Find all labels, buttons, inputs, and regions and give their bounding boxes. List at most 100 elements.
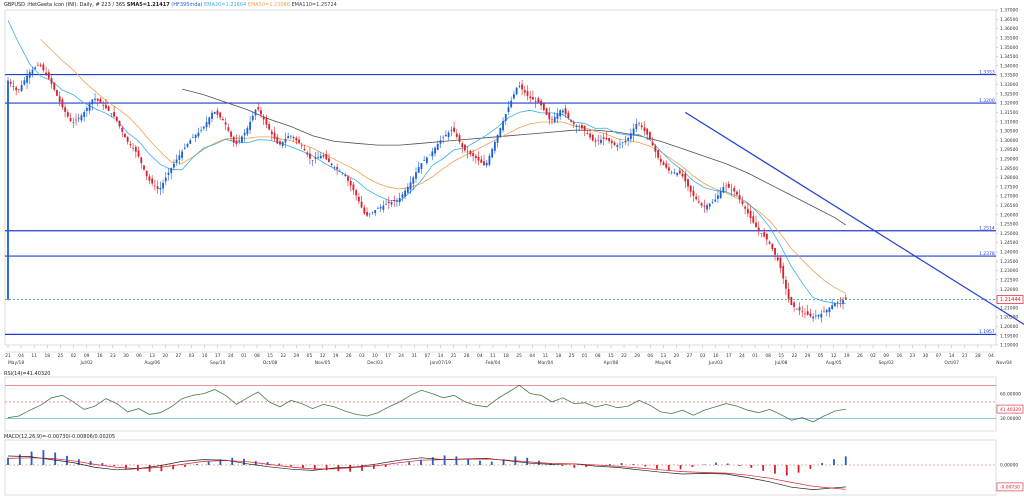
candle-body [58, 96, 61, 102]
candle-body [189, 140, 192, 144]
level-label: 1.2378 [979, 251, 995, 257]
price-tick-label: 1.33500 [1000, 73, 1018, 79]
candle-body [785, 279, 787, 289]
candle-body [518, 86, 521, 87]
candle-body [638, 123, 640, 124]
date-tick-label: 12 [831, 353, 837, 359]
candle-body [662, 162, 665, 165]
candle-body [7, 80, 9, 300]
candle-body [670, 172, 673, 173]
trendline[interactable] [684, 111, 1024, 347]
candle-body [491, 148, 494, 158]
candle-body [714, 199, 717, 202]
candle-body [782, 265, 785, 279]
month-label: Jun/03 [708, 360, 723, 366]
level-label: 1.3200 [979, 98, 995, 104]
candle-body [676, 173, 679, 176]
date-tick-label: 24 [739, 353, 745, 359]
candle-body [287, 136, 290, 139]
candle-body [110, 113, 113, 114]
candle-body [85, 107, 88, 111]
candle-body [137, 150, 140, 157]
macd-histogram-bar [738, 465, 741, 466]
candle-body [442, 137, 445, 138]
macd-histogram-bar [30, 451, 33, 465]
price-tick-label: 1.23500 [1000, 259, 1018, 265]
candle-body [311, 160, 314, 161]
price-tick-label: 1.22500 [1000, 277, 1018, 283]
month-label: Jul/08 [774, 360, 788, 366]
date-tick-label: 21 [451, 353, 457, 359]
horizontal-levels[interactable]: 1.3353 1.3200 1.2514 1.2378 1.1957 [5, 69, 996, 335]
candle-body [499, 127, 502, 137]
candle-body [47, 72, 50, 79]
ema20-line [7, 20, 846, 304]
price-tick-label: 1.25000 [1000, 231, 1018, 237]
price-tick-label: 1.36000 [1000, 26, 1018, 32]
candle-body [733, 187, 736, 192]
price-tick-label: 1.29000 [1000, 156, 1018, 162]
macd-signal-line [7, 457, 846, 490]
date-tick-label: 30 [123, 353, 129, 359]
month-label: Sep/10 [210, 360, 226, 366]
macd-pane-header: MACD(12,26,9)=-0.00730/-0.00806/0.00205 [4, 434, 116, 440]
moving-average-lines [7, 20, 847, 304]
candle-body [605, 137, 608, 140]
date-tick-label: 29 [294, 353, 300, 359]
candle-body [412, 177, 415, 184]
candle-body [333, 167, 336, 168]
candle-body [330, 163, 333, 165]
candle-body [540, 100, 543, 106]
candle-body [817, 314, 820, 317]
candle-body [273, 132, 276, 139]
macd-histogram-bar [195, 464, 198, 465]
candle-body [295, 137, 298, 141]
date-tick-label: 17 [215, 353, 221, 359]
ema50-label: EMA50=1.23086 [247, 2, 290, 8]
macd-histogram-bar [679, 465, 682, 470]
macd-histogram-bar [833, 459, 835, 465]
candle-body [390, 202, 393, 205]
date-tick-label: 20 [674, 353, 680, 359]
candle-body [393, 199, 396, 202]
candle-body [466, 151, 469, 153]
macd-histogram-bar [715, 462, 717, 465]
month-label: Nov/04 [996, 360, 1012, 366]
candle-body [75, 119, 77, 121]
candle-body [230, 131, 232, 137]
price-tick-label: 1.32500 [1000, 91, 1018, 97]
candle-body [640, 125, 643, 128]
candle-body [42, 64, 45, 71]
candle-body [284, 138, 287, 143]
candle-body [371, 211, 374, 213]
candle-body [328, 158, 330, 163]
candle-body [246, 127, 249, 135]
rsi-current-box [996, 404, 1024, 414]
candle-body [839, 300, 842, 302]
macd-histogram-bar [266, 462, 269, 465]
candle-body [608, 137, 611, 142]
macd-histogram-bar [809, 465, 812, 469]
macd-histogram-bar [325, 465, 328, 471]
candle-body [194, 134, 197, 138]
candle-body [88, 103, 91, 111]
candle-body [309, 153, 311, 159]
candle-body [96, 98, 99, 101]
candle-body [439, 140, 442, 144]
macd-histogram-bar [313, 465, 316, 470]
candle-body [455, 133, 458, 137]
date-tick-label: 04 [988, 353, 994, 359]
macd-histogram-bar [502, 459, 505, 465]
candle-body [235, 140, 238, 144]
date-tick-label: 23 [110, 353, 116, 359]
candle-body [192, 137, 194, 138]
month-label: Aug/05 [826, 360, 842, 366]
candle-body [537, 98, 540, 103]
candle-body [132, 147, 135, 149]
date-tick-label: 02 [71, 353, 77, 359]
month-label: Sep/02 [878, 360, 894, 366]
price-tick-label: 1.32000 [1000, 101, 1018, 107]
candle-body [681, 173, 684, 177]
